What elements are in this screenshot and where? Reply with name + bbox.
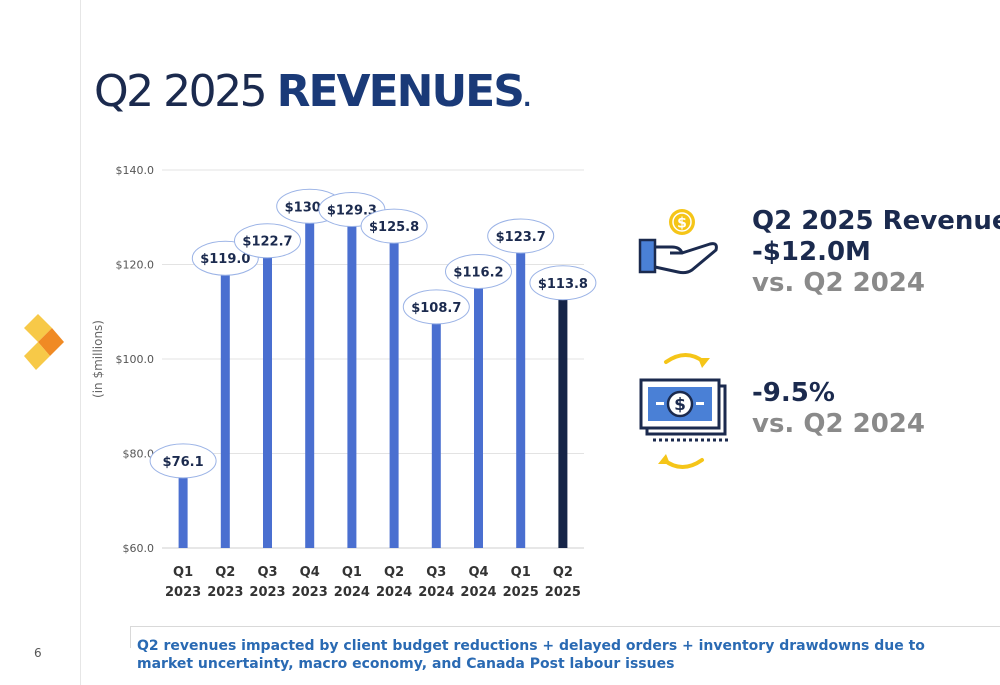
- data-label: $76.1: [163, 455, 204, 470]
- x-tick-label: 2024: [460, 585, 496, 600]
- data-label-bubble: [402, 289, 470, 325]
- x-tick-label: Q2: [553, 565, 573, 580]
- x-tick-label: 2023: [249, 585, 285, 600]
- footer-divider-tick: [130, 626, 131, 648]
- kpi-revenue-comparison: vs. Q2 2024: [752, 268, 925, 299]
- page-title-light: Q2 2025: [94, 66, 277, 117]
- bar: [347, 220, 357, 548]
- footer-note: Q2 revenues impacted by client budget re…: [137, 638, 925, 672]
- y-tick-label: $140.0: [116, 164, 155, 177]
- bar: [558, 293, 568, 548]
- bar: [389, 237, 399, 548]
- company-logo: [24, 314, 64, 370]
- x-tick-label: Q1: [342, 565, 362, 580]
- bar: [263, 251, 272, 548]
- x-tick-label: Q3: [257, 565, 277, 580]
- y-axis-label: (in $millions): [91, 320, 105, 398]
- bar: [220, 269, 230, 548]
- data-label-bubble: [487, 218, 555, 254]
- x-tick-label: Q2: [384, 565, 404, 580]
- bar: [474, 282, 483, 548]
- x-tick-label: Q2: [215, 565, 235, 580]
- dollar-bill-exchange-icon: $: [639, 353, 729, 469]
- data-label: $123.7: [496, 230, 546, 245]
- page-title-bold: REVENUES: [276, 66, 525, 117]
- x-tick-label: 2023: [165, 585, 201, 600]
- bar: [305, 217, 315, 548]
- page-title: Q2 2025 REVENUES.: [94, 66, 531, 117]
- page-number: 6: [34, 646, 42, 660]
- kpi-revenue-value: -$12.0M: [752, 237, 871, 268]
- revenue-bar-chart: $60.0 $80.0 $100.0 $120.0 $140.0 (in $million…: [91, 164, 597, 600]
- x-tick-label: 2025: [503, 585, 539, 600]
- x-tick-label: 2024: [418, 585, 454, 600]
- data-label: $129.3: [327, 204, 377, 219]
- bar: [178, 471, 188, 548]
- kpi-revenue-change: Q2 2025 Revenue -$12.0M vs. Q2 2024: [752, 206, 1000, 300]
- y-tick-label: $60.0: [123, 542, 155, 555]
- data-label-bubble: [529, 265, 597, 301]
- data-label: $108.7: [411, 301, 461, 316]
- x-tick-label: 2024: [376, 585, 412, 600]
- data-label-bubble: [445, 253, 512, 289]
- page-title-dot: .: [522, 87, 531, 112]
- data-label: $125.8: [369, 220, 419, 235]
- data-label-bubble: [234, 223, 301, 259]
- svg-text:$: $: [677, 216, 687, 232]
- x-tick-label: 2025: [545, 585, 581, 600]
- kpi-revenue-title: Q2 2025 Revenue: [752, 206, 1000, 236]
- data-label-bubble: [149, 443, 217, 479]
- data-label-bubble: [360, 208, 428, 244]
- footer-divider: [130, 626, 1000, 627]
- kpi-percent-comparison: vs. Q2 2024: [752, 409, 925, 440]
- hand-coin-icon: $: [638, 209, 718, 275]
- kpi-percent-value: -9.5%: [752, 378, 835, 408]
- x-tick-label: 2023: [207, 585, 243, 600]
- y-tick-label: $120.0: [116, 259, 155, 272]
- x-tick-label: Q4: [300, 565, 320, 580]
- bar: [431, 317, 441, 548]
- sidebar-divider: [80, 0, 81, 685]
- kpi-percent-change: -9.5% vs. Q2 2024: [752, 378, 925, 440]
- svg-text:$: $: [674, 395, 686, 415]
- y-tick-label: $100.0: [116, 353, 155, 366]
- data-label: $113.8: [538, 277, 588, 292]
- x-tick-label: Q1: [173, 565, 193, 580]
- x-tick-label: Q4: [468, 565, 488, 580]
- bar: [516, 247, 526, 548]
- x-tick-label: Q3: [426, 565, 446, 580]
- data-label: $119.0: [200, 252, 250, 267]
- y-tick-label: $80.0: [123, 448, 155, 461]
- data-label: $122.7: [242, 235, 292, 250]
- x-tick-label: 2023: [292, 585, 328, 600]
- x-tick-label: Q1: [511, 565, 531, 580]
- x-tick-label: 2024: [334, 585, 370, 600]
- data-label: $116.2: [453, 265, 503, 280]
